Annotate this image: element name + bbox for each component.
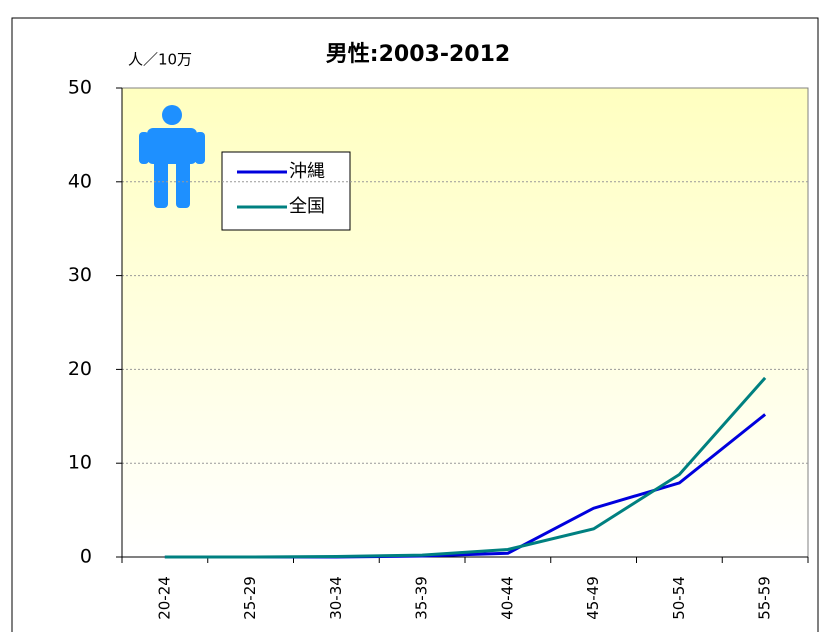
y-tick-label: 20 [68, 358, 92, 380]
x-tick-label: 20-24 [155, 576, 173, 620]
person-icon [139, 105, 205, 208]
x-tick-label: 55-59 [756, 576, 774, 620]
legend-label: 沖縄 [289, 161, 325, 182]
x-tick-label: 50-54 [670, 576, 688, 620]
y-axis-label: 人／10万 [128, 51, 192, 69]
y-tick-label: 10 [68, 452, 92, 474]
x-tick-label: 35-39 [413, 576, 431, 620]
x-tick-label: 30-34 [327, 576, 345, 620]
chart-title: 男性:2003-2012 [326, 42, 510, 67]
data-line [164, 376, 767, 559]
y-tick-label: 30 [68, 264, 92, 286]
y-tick-label: 50 [68, 77, 92, 99]
y-tick-label: 0 [80, 546, 92, 568]
x-tick-label: 45-49 [584, 576, 602, 620]
legend-box [221, 151, 351, 231]
x-tick-label: 40-44 [498, 576, 516, 620]
y-tick-label: 40 [68, 170, 92, 192]
legend-label: 全国 [289, 196, 325, 217]
x-tick-label: 25-29 [241, 576, 259, 620]
